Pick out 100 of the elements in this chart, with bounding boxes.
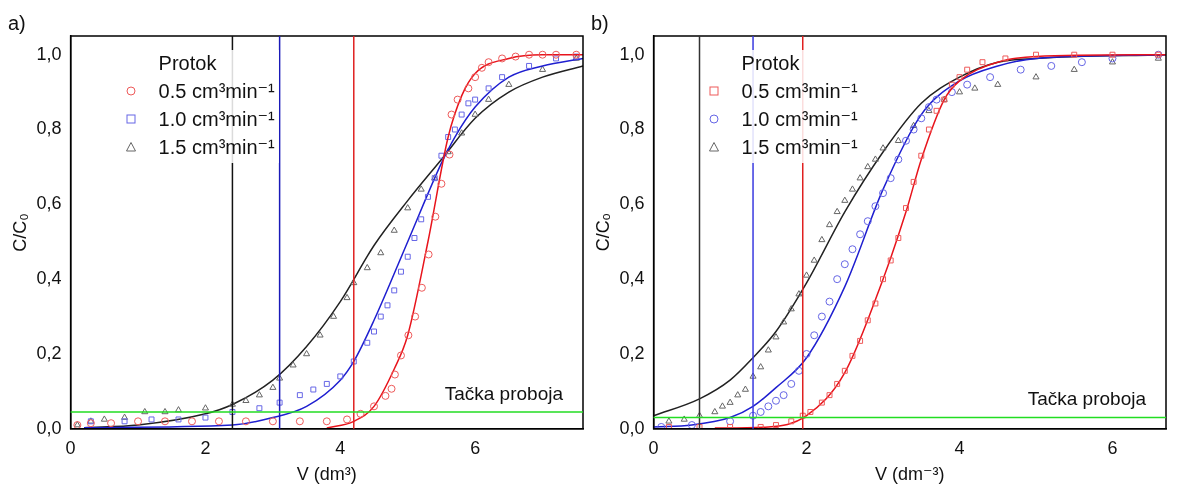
point	[343, 415, 352, 424]
point	[445, 150, 454, 159]
point	[444, 147, 452, 155]
point	[465, 100, 472, 107]
point	[910, 121, 918, 129]
point	[994, 80, 1002, 87]
y-tick-label: 0,4	[36, 268, 62, 289]
point	[932, 95, 941, 104]
point	[918, 152, 925, 159]
point	[880, 276, 887, 283]
point	[799, 412, 806, 419]
point	[1070, 65, 1078, 72]
legend-title: Protok	[158, 52, 218, 75]
y-tick-label: 0,0	[36, 417, 62, 438]
point	[396, 351, 405, 360]
point	[773, 422, 779, 429]
point	[404, 331, 413, 340]
point	[505, 80, 513, 87]
point	[276, 399, 283, 406]
point	[1077, 58, 1086, 67]
point	[310, 386, 317, 393]
point	[255, 391, 263, 398]
legend-label: 0.5 cm³min⁻¹	[158, 79, 275, 104]
point	[464, 84, 473, 93]
point	[749, 411, 758, 420]
point	[887, 257, 894, 264]
point	[437, 179, 446, 188]
x-tick-label: 6	[470, 437, 481, 458]
point	[803, 271, 811, 278]
point	[657, 422, 666, 429]
point	[810, 331, 819, 340]
point	[424, 193, 431, 200]
point	[148, 416, 155, 423]
x-tick-label: 4	[335, 437, 346, 458]
point	[833, 207, 841, 215]
point	[818, 235, 826, 243]
point	[840, 260, 849, 269]
point	[553, 55, 560, 62]
point	[161, 407, 169, 415]
point	[910, 178, 917, 185]
point	[121, 418, 128, 425]
point	[296, 392, 303, 399]
point	[818, 399, 825, 406]
point	[764, 402, 773, 411]
x-tick-label: 4	[954, 437, 965, 458]
point	[779, 391, 788, 400]
point	[901, 136, 910, 145]
y-axis-title: C/Cₒ	[592, 213, 613, 252]
point	[1108, 58, 1116, 65]
point	[175, 416, 182, 423]
point	[871, 202, 880, 211]
point	[484, 58, 493, 67]
point	[756, 407, 765, 416]
point	[453, 95, 462, 104]
point	[741, 385, 749, 392]
point	[734, 391, 742, 398]
point	[411, 235, 418, 241]
point	[727, 423, 734, 429]
point	[726, 417, 735, 426]
legend-label: 0.5 cm³min⁻¹	[741, 79, 858, 104]
x-tick-label: 2	[200, 437, 211, 458]
point	[477, 63, 486, 72]
point	[726, 398, 734, 405]
point	[398, 268, 404, 275]
point	[322, 417, 331, 426]
legend-label: 1.5 cm³min⁻¹	[741, 135, 858, 160]
x-axis-title: V (dm³)	[296, 464, 357, 485]
point	[841, 367, 848, 374]
point	[794, 366, 803, 375]
point	[971, 84, 979, 91]
point	[771, 396, 780, 405]
x-tick-label: 2	[801, 437, 812, 458]
point	[863, 217, 872, 226]
point	[964, 66, 971, 73]
point	[498, 54, 507, 63]
point	[418, 216, 425, 223]
point	[511, 52, 520, 61]
point	[404, 253, 411, 260]
point	[787, 305, 795, 312]
point	[431, 212, 440, 221]
point	[241, 417, 250, 426]
point	[323, 380, 330, 387]
point	[795, 290, 803, 297]
point	[917, 114, 926, 123]
point	[986, 73, 995, 82]
point	[295, 417, 304, 426]
point	[391, 287, 398, 294]
point	[370, 402, 378, 411]
point	[895, 235, 902, 241]
point	[363, 263, 371, 271]
point	[141, 407, 149, 415]
point	[903, 205, 909, 212]
point	[757, 423, 764, 429]
point	[390, 370, 399, 379]
y-axis-title: C/C₀	[9, 213, 30, 252]
point	[787, 379, 796, 388]
point	[364, 339, 371, 346]
point	[289, 361, 297, 368]
point	[788, 418, 795, 425]
y-tick-label: 1,0	[36, 43, 62, 64]
